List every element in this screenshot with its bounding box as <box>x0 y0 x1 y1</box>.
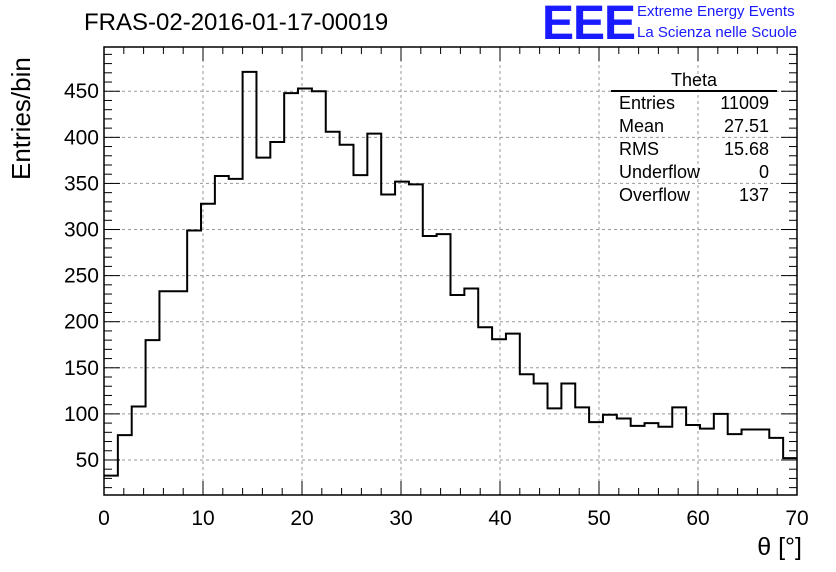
y-tick-label: 250 <box>64 265 99 288</box>
x-tick-label: 20 <box>290 507 313 530</box>
stats-value: 15.68 <box>723 139 769 159</box>
chart-title: FRAS-02-2016-01-17-00019 <box>84 9 389 36</box>
y-tick-label: 150 <box>64 357 99 380</box>
x-axis-label: θ [°] <box>757 533 802 561</box>
stats-value: 137 <box>738 185 769 205</box>
y-tick-label: 100 <box>64 403 99 426</box>
logo-text-line1: Extreme Energy Events <box>637 3 795 20</box>
y-tick-label: 50 <box>76 449 99 472</box>
y-tick-label: 300 <box>64 219 99 242</box>
stats-row-overflow: Overflow 137 <box>611 184 777 207</box>
stats-label: Mean <box>619 116 665 136</box>
x-tick-label: 60 <box>686 507 709 530</box>
x-tick-label: 30 <box>389 507 412 530</box>
histogram-line <box>104 70 797 477</box>
stats-value: 27.51 <box>723 116 769 136</box>
stats-row-rms: RMS 15.68 <box>611 138 777 161</box>
logo-text-line2: La Scienza nelle Scuole <box>637 24 798 41</box>
stats-row-mean: Mean 27.51 <box>611 115 777 138</box>
x-tick-label: 50 <box>587 507 610 530</box>
stats-value: 0 <box>758 162 769 182</box>
y-tick-label: 450 <box>64 80 99 103</box>
eee-logo: EEE <box>542 0 636 50</box>
stats-value: 11009 <box>720 93 769 113</box>
stats-label: Overflow <box>619 185 691 205</box>
x-tick-label: 70 <box>785 507 808 530</box>
stats-label: Entries <box>619 93 676 113</box>
plot-frame <box>103 46 798 496</box>
x-tick-label: 10 <box>191 507 214 530</box>
y-tick-label: 350 <box>64 172 99 195</box>
stats-box: Theta Entries 11009 Mean 27.51 RMS 15.68… <box>611 70 777 207</box>
stats-row-entries: Entries 11009 <box>611 92 777 115</box>
stats-title: Theta <box>611 70 777 92</box>
stats-row-underflow: Underflow 0 <box>611 161 777 184</box>
y-tick-label: 400 <box>64 126 99 149</box>
y-tick-label: 200 <box>64 311 99 334</box>
x-tick-label: 40 <box>488 507 511 530</box>
y-axis-label: Entries/bin <box>6 57 36 180</box>
stats-label: Underflow <box>619 162 701 182</box>
x-tick-label: 0 <box>98 507 110 530</box>
stats-label: RMS <box>619 139 659 159</box>
